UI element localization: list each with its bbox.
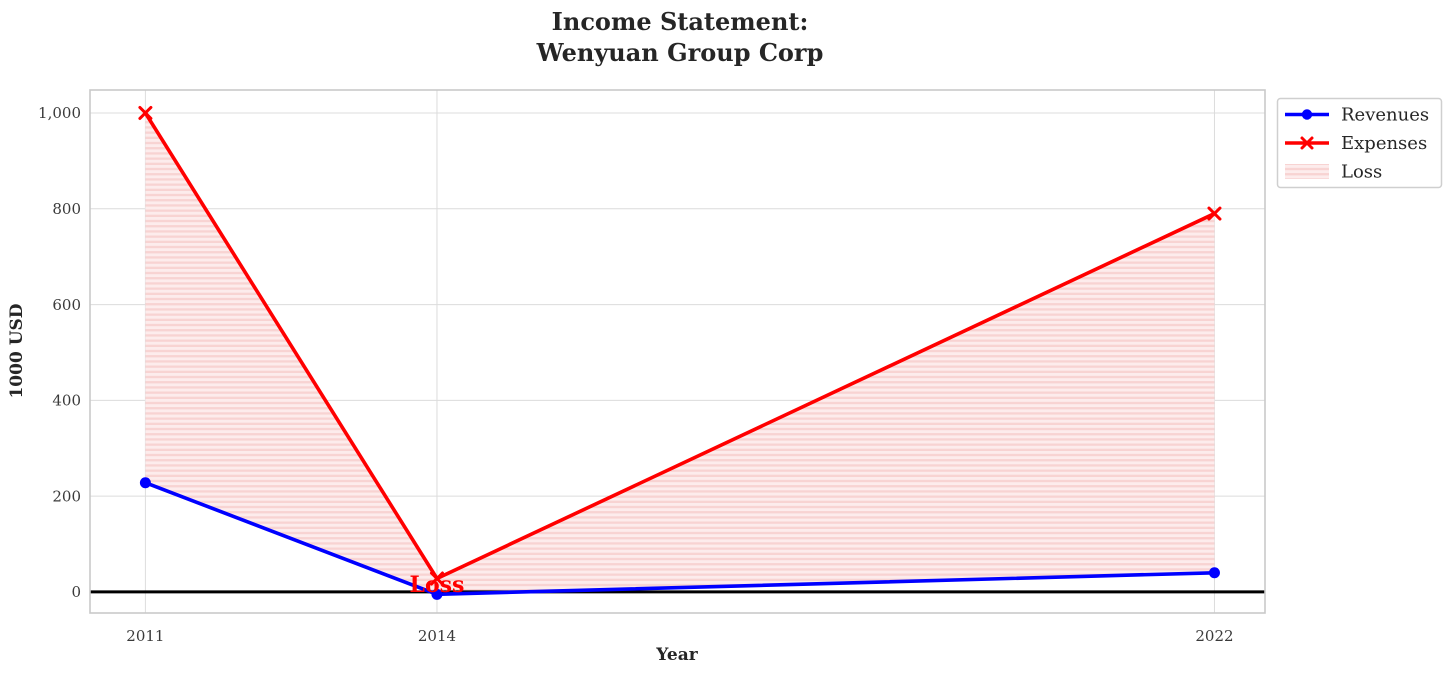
y-tick-label: 400	[52, 392, 81, 410]
legend-label-expenses: Expenses	[1341, 133, 1427, 154]
x-tick-label: 2014	[418, 627, 456, 645]
x-marker-icon	[429, 571, 444, 586]
legend-item-expenses[interactable]: Expenses	[1285, 133, 1427, 154]
legend: Revenues Expenses Loss	[1276, 97, 1443, 189]
y-tick-label: 200	[52, 487, 81, 505]
y-tick-label: 1,000	[38, 104, 81, 122]
loss-patch-sample	[1285, 164, 1329, 179]
circle-marker-icon	[1208, 567, 1220, 579]
circle-marker-icon	[139, 477, 151, 489]
y-axis-label: 1000 USD	[7, 303, 27, 398]
y-tick-label: 600	[52, 296, 81, 314]
legend-label-revenues: Revenues	[1341, 105, 1429, 126]
x-marker-icon	[1207, 206, 1222, 221]
legend-item-revenues[interactable]: Revenues	[1285, 105, 1429, 126]
circle-marker-icon	[431, 588, 443, 600]
expenses-markers	[138, 105, 1222, 586]
x-marker-stroke	[1207, 206, 1222, 221]
x-marker-icon	[138, 105, 153, 120]
legend-item-loss[interactable]: Loss	[1285, 162, 1382, 183]
x-marker-stroke	[138, 105, 153, 120]
x-tick-label: 2022	[1195, 627, 1233, 645]
loss-annotation: Loss	[410, 572, 465, 598]
loss-area-fill	[145, 112, 1215, 595]
legend-label-loss: Loss	[1341, 162, 1382, 183]
plot-border	[89, 89, 1266, 614]
x-tick-label: 2011	[126, 627, 164, 645]
chart-title-line1: Income Statement:	[552, 7, 809, 36]
x-marker-stroke	[429, 571, 444, 586]
y-tick-label: 800	[52, 200, 81, 218]
y-tick-labels: 0 200 400 600 800 1,000	[38, 104, 81, 601]
y-tick-label: 0	[71, 583, 81, 601]
x-tick-labels: 2011 2014 2022	[126, 627, 1233, 645]
x-marker-icon	[1300, 136, 1314, 150]
circle-marker-icon	[1301, 109, 1313, 120]
chart-title-line2: Wenyuan Group Corp	[536, 38, 824, 67]
x-axis-label: Year	[655, 645, 698, 665]
revenues-markers	[139, 477, 1220, 600]
